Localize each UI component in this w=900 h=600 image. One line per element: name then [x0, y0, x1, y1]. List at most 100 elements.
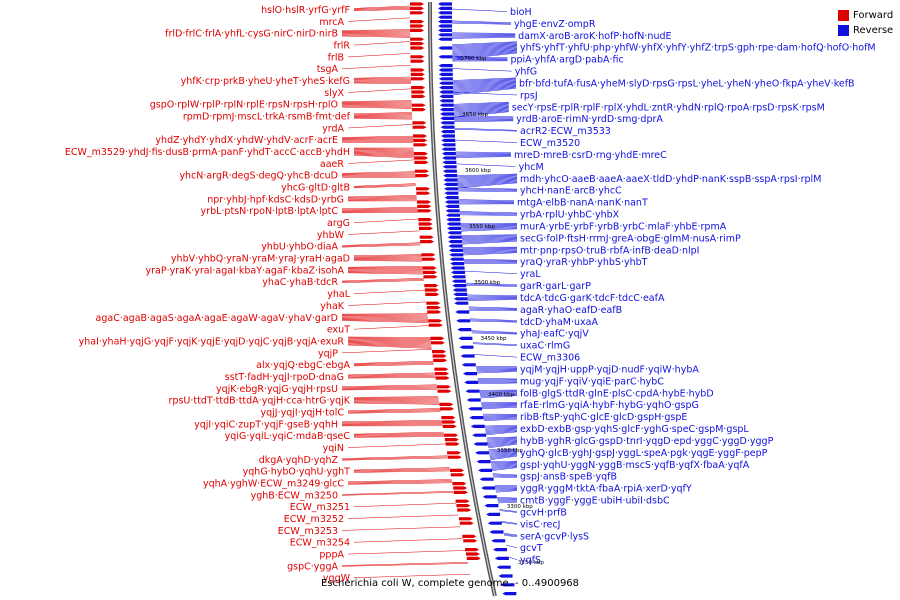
forward-gene-label: yhbW [317, 230, 345, 241]
reverse-gene-label: folB·glgS·ttdR·glnE·plsC·cpdA·hybE·hybD [520, 388, 714, 399]
reverse-leader-line [482, 406, 518, 410]
reverse-gene-arrow [502, 592, 517, 596]
forward-gene-label: yrbL·ptsN·rpoN·lptB·lptA·lptC [201, 206, 339, 217]
forward-gene-arrow [465, 548, 480, 552]
reverse-leader-line [457, 173, 518, 177]
forward-leader-line [353, 76, 411, 79]
forward-gene-label: exuT [327, 325, 350, 336]
reverse-leader-line [453, 85, 517, 92]
forward-leader-line [341, 30, 411, 32]
reverse-gene-arrow [438, 24, 453, 28]
forward-gene-label: npr·yhbJ·hpf·kdsC·kdsD·yrbG [207, 194, 344, 205]
reverse-gene-label: secY·rpsE·rplR·rplF·rplX·yhdL·zntR·yhdN·… [512, 102, 825, 113]
scale-label: 3250 kbp [518, 560, 544, 566]
forward-leader-line [353, 401, 440, 403]
reverse-leader-line [457, 181, 518, 188]
reverse-leader-line [479, 393, 518, 395]
reverse-gene-arrow [491, 539, 506, 543]
forward-gene-arrow [455, 499, 470, 503]
forward-leader-line [341, 138, 414, 140]
reverse-leader-line [491, 463, 518, 466]
forward-gene-arrow [417, 204, 432, 208]
forward-leader-line [353, 538, 463, 543]
reverse-leader-line [456, 156, 511, 158]
forward-gene-label: yqjJ·yqjI·yqjH·tolC [261, 407, 345, 418]
forward-gene-arrow [412, 125, 427, 129]
reverse-gene-label: mreD·mreB·csrD·rng·yhdE·mreC [514, 150, 667, 161]
forward-leader-line [341, 386, 437, 389]
reverse-swatch [838, 25, 849, 36]
reverse-leader-line [488, 443, 518, 449]
forward-gene-arrow [423, 270, 438, 274]
forward-leader-line [341, 210, 418, 212]
reverse-leader-line [497, 501, 518, 503]
forward-gene-label: yhaK [320, 301, 344, 312]
reverse-leader-line [479, 390, 518, 392]
reverse-leader-line [486, 438, 518, 441]
reverse-leader-line [452, 20, 512, 23]
forward-gene-arrow [418, 218, 433, 222]
scale-label: 3400 kbp [488, 392, 514, 398]
forward-gene-leader-lines [341, 5, 471, 579]
forward-gene-arrow [462, 534, 477, 538]
reverse-leader-line [489, 453, 518, 457]
reverse-leader-line [496, 497, 518, 499]
genome-axis-highlight [429, 2, 496, 597]
reverse-gene-label: yqjM·yqjH·uppP·yqjD·nudF·yqiW·hybA [520, 364, 699, 375]
reverse-gene-arrow [441, 138, 456, 142]
reverse-gene-label: ECW_m3306 [520, 353, 580, 364]
reverse-leader-line [503, 534, 518, 537]
reverse-gene-label: yrbA·rplU·yhbC·yhbX [520, 210, 620, 221]
reverse-gene-arrow [486, 512, 501, 516]
forward-leader-line [341, 385, 437, 388]
reverse-leader-line [495, 489, 518, 492]
reverse-leader-line [478, 381, 518, 384]
reverse-leader-line [467, 298, 518, 300]
reverse-leader-line [462, 240, 518, 244]
forward-gene-label: yhfK·crp·prkB·yheU·yheT·yheS·kefG [181, 76, 350, 87]
reverse-leader-line [458, 189, 518, 191]
forward-leader-line [347, 266, 423, 268]
forward-gene-arrow [413, 134, 428, 138]
forward-leader-line [353, 470, 451, 473]
reverse-leader-line [453, 104, 509, 108]
forward-leader-line [353, 256, 422, 258]
forward-gene-label: yhdZ·yhdY·yhdX·yhdW·yhdV·acrF·acrE [155, 135, 338, 146]
reverse-leader-line [508, 556, 518, 560]
reverse-gene-label: rpsJ [520, 90, 538, 101]
scale-label: 3700 kbp [460, 56, 486, 62]
forward-leader-line [347, 197, 417, 199]
forward-leader-line [353, 289, 425, 294]
forward-gene-arrow [426, 301, 441, 305]
reverse-leader-line [462, 239, 518, 243]
forward-leader-line [353, 5, 411, 9]
reverse-gene-arrow [444, 187, 459, 191]
reverse-leader-line [461, 227, 518, 230]
forward-gene-arrow [432, 354, 447, 358]
genome-scale-labels: 3700 kbp 3650 kbp 3600 kbp 3550 kbp 3500 kbp… [460, 56, 544, 566]
reverse-leader-line [452, 37, 516, 39]
reverse-leader-line [452, 68, 512, 72]
reverse-leader-line [461, 236, 518, 239]
reverse-leader-line [453, 88, 517, 96]
forward-leader-line [353, 154, 415, 159]
forward-leader-line [353, 7, 411, 11]
forward-leader-line [341, 563, 468, 567]
reverse-gene-arrow [438, 55, 453, 59]
reverse-leader-line [454, 109, 509, 116]
reverse-leader-line [492, 474, 518, 477]
reverse-gene-arrow [439, 103, 454, 107]
reverse-gene-arrow [450, 266, 465, 270]
forward-leader-line [347, 53, 411, 58]
reverse-gene-arrow [453, 292, 468, 296]
reverse-leader-line [459, 214, 518, 216]
forward-leader-line [341, 318, 429, 321]
reverse-leader-line [452, 42, 518, 47]
reverse-leader-line [501, 522, 518, 525]
reverse-gene-arrow [494, 556, 509, 560]
forward-leader-line [353, 363, 434, 366]
reverse-leader-line [463, 260, 518, 262]
reverse-gene-arrow [438, 77, 453, 81]
forward-leader-line [341, 208, 418, 210]
reverse-leader-line [491, 464, 518, 467]
